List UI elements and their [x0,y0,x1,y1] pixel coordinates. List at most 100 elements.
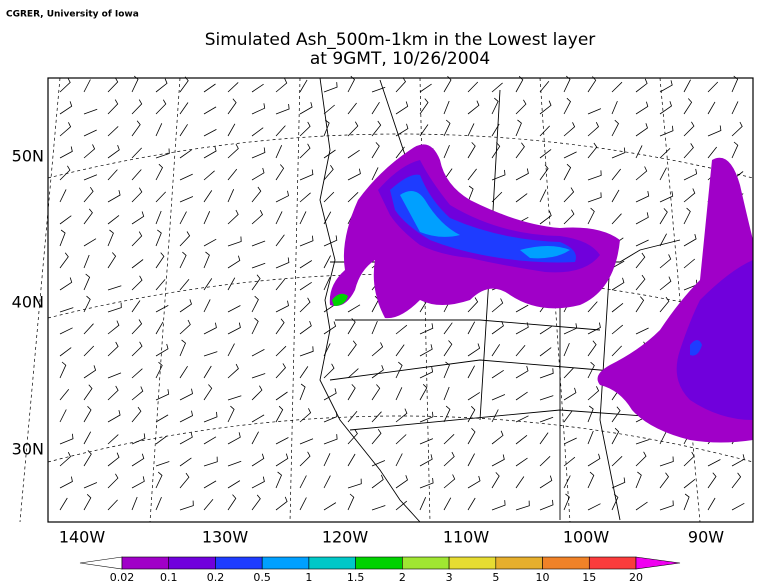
wind-barb [467,365,475,379]
wind-barb [179,149,192,159]
wind-barb [563,122,576,137]
wind-barb [179,299,192,313]
wind-barb [539,368,554,379]
wind-barb [275,453,289,467]
wind-barb [131,75,139,93]
colorbar-over [635,556,681,570]
wind-barb [107,341,119,357]
wind-barb [155,461,170,467]
wind-barb [251,476,265,489]
wind-barb [419,323,434,335]
wind-barb [299,451,311,467]
wind-barb [395,361,403,379]
wind-barb [203,106,217,115]
wind-barb [443,434,455,445]
wind-barb [395,434,407,445]
wind-barb [371,342,384,357]
wind-barb [251,431,259,445]
wind-barb [419,438,434,445]
credit: CGRER, University of Iowa [6,10,139,20]
wind-barb [179,472,190,489]
axis-labels: 50N 40N 30N 140W 130W 120W 110W 100W 90W [12,147,725,547]
colorbar-box [121,556,170,570]
wind-barb [467,297,479,313]
wind-barb [347,453,356,467]
wind-barb [491,169,506,181]
wind-barb [395,408,408,423]
wind-barb [563,163,572,181]
wind-barb [323,255,331,269]
colorbar-box [168,556,216,570]
wind-barb [227,480,241,489]
wind-barb [323,453,331,467]
wind-barb [275,278,286,291]
wind-barb [59,146,73,159]
wind-barb [563,456,576,467]
wind-barb [203,190,213,203]
wind-barb [539,416,554,423]
wind-barb [203,251,210,269]
wind-barb [275,391,288,401]
wind-barb [395,344,405,357]
wind-barb [251,83,264,93]
wind-barb [395,101,409,115]
colorbar-label: 0.2 [207,571,225,584]
wind-barb [179,231,191,247]
wind-barb [299,260,313,269]
wind-barb [251,295,259,313]
colorbar-under [79,556,123,570]
wind-barb [443,386,450,401]
wind-barb [539,326,552,335]
wind-barb [395,500,408,511]
wind-barb [683,168,698,181]
wind-barb [611,168,622,181]
wind-barb [347,368,359,379]
lon-label: 130W [202,528,249,547]
wind-barb [299,121,311,137]
wind-barb [59,476,73,489]
wind-barb [611,324,624,335]
wind-barb [275,318,285,335]
wind-barb [659,500,674,511]
wind-barb [563,410,573,423]
wind-barb [539,149,552,159]
wind-barb [155,78,168,93]
wind-barb [611,119,619,137]
lon-label: 110W [443,528,490,547]
wind-barb [203,456,218,467]
wind-barb [155,305,169,313]
wind-barb [467,100,480,115]
wind-barb [683,143,694,159]
wind-barb [323,164,334,181]
wind-barb [347,75,355,93]
wind-barb [731,472,742,489]
wind-barb [107,252,117,269]
wind-barb [155,361,163,379]
wind-barb [323,388,337,401]
wind-barb [491,142,501,159]
wind-barb [515,476,525,489]
wind-barb [659,296,670,313]
wind-barb [251,240,266,247]
wind-barb [539,164,549,181]
wind-barb [683,258,696,269]
wind-barb [635,78,648,93]
wind-barb [107,77,119,93]
wind-barb [587,122,599,137]
wind-barb [59,307,74,313]
wind-barb [323,235,338,247]
wind-barb [683,98,693,115]
wind-barb [371,411,382,423]
wind-barb [683,233,697,247]
wind-barb [635,101,649,115]
wind-barb [275,471,282,489]
wind-barb [683,121,695,137]
wind-barb [467,321,476,335]
wind-barb [83,365,97,379]
wind-barb [371,101,380,115]
wind-barb [395,123,409,137]
wind-barb [179,196,194,203]
wind-barb [203,238,217,247]
wind-barb [491,454,505,467]
wind-barb [467,497,476,511]
